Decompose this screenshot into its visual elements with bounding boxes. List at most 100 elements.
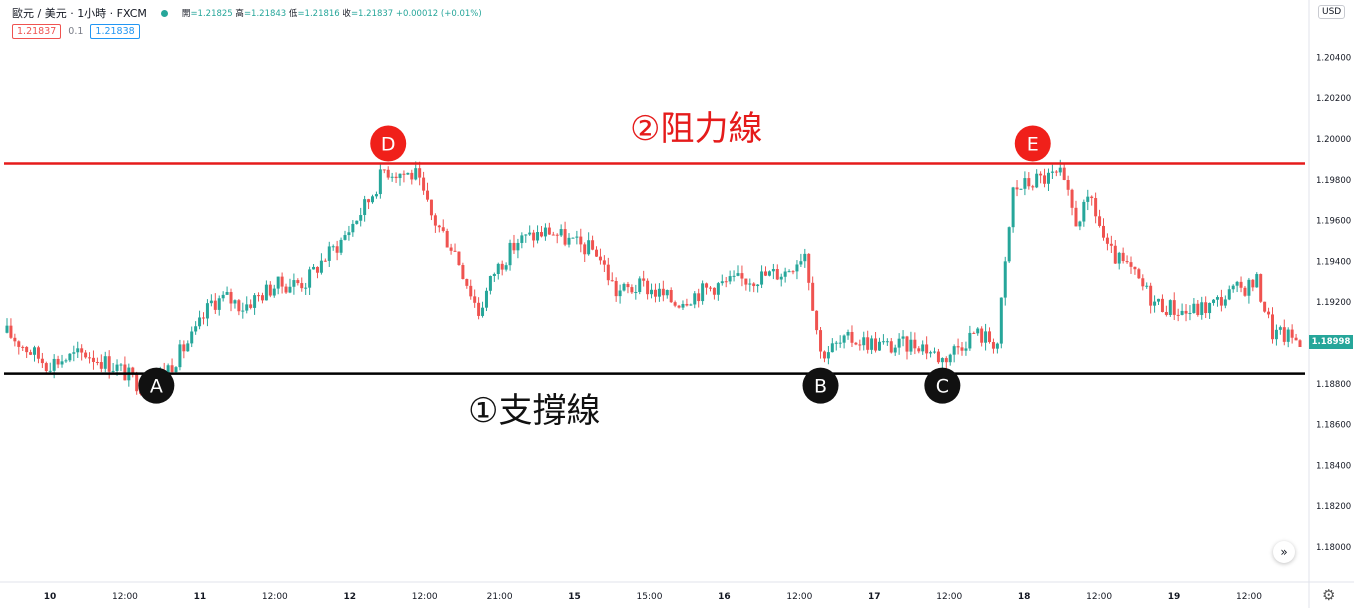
candle-body — [536, 232, 540, 241]
time-axis[interactable]: 10 12:00 11 12:00 12 12:00 21:00 15 15:00 16 12:00… — [44, 592, 1263, 602]
candle-body — [386, 169, 390, 178]
time-tick-label: 12:00 — [112, 592, 138, 602]
candle-body — [701, 283, 705, 302]
candle-body — [296, 280, 300, 284]
low-label: 低 — [288, 9, 298, 19]
candle-body — [1121, 252, 1125, 262]
candle-body — [394, 176, 398, 179]
candle-body — [72, 352, 76, 354]
candle-body — [488, 276, 492, 291]
candle-body — [437, 225, 441, 228]
candle-body — [685, 303, 689, 306]
candle-body — [858, 344, 862, 346]
candle-body — [791, 271, 795, 273]
candle-body — [716, 283, 720, 295]
candle-body — [233, 300, 237, 304]
candle-body — [253, 295, 257, 308]
candle-body — [602, 260, 606, 265]
candle-body — [402, 173, 406, 175]
candle-body — [213, 300, 217, 310]
candle-body — [190, 331, 194, 344]
high-label: 高 — [235, 9, 244, 19]
candle-body — [84, 352, 88, 358]
candle-body — [756, 284, 760, 287]
candle-body — [88, 357, 92, 359]
candle-body — [406, 172, 410, 175]
candle-body — [563, 229, 567, 245]
candle-body — [292, 280, 296, 287]
candle-body — [708, 287, 712, 289]
candle-body — [351, 223, 355, 233]
marker-c: C — [924, 367, 961, 404]
candle-body — [300, 283, 304, 289]
candle-body — [68, 353, 72, 361]
candle-body — [418, 168, 422, 178]
candle-body — [638, 278, 642, 293]
time-tick-label: 12:00 — [786, 592, 812, 602]
time-tick-label: 12:00 — [1086, 592, 1112, 602]
candle-body — [433, 215, 437, 226]
candle-body — [1043, 175, 1047, 184]
candle-body — [571, 237, 575, 239]
time-tick-label: 19 — [1168, 592, 1181, 602]
candle-body — [178, 344, 182, 368]
candle-body — [567, 237, 571, 245]
candle-body — [469, 285, 473, 297]
candle-body — [119, 364, 123, 366]
scroll-to-realtime-icon[interactable]: » — [1273, 541, 1295, 563]
candle-body — [1274, 329, 1278, 340]
candle-body — [575, 236, 579, 238]
candle-body — [555, 234, 559, 236]
sell-button[interactable]: 1.21837 — [12, 24, 62, 39]
candle-body — [893, 347, 897, 353]
marker-circle — [802, 367, 839, 404]
candle-body — [630, 287, 634, 293]
candle-body — [1263, 301, 1267, 312]
candle-body — [1204, 302, 1208, 314]
candle-body — [921, 344, 925, 352]
candle-body — [481, 307, 485, 316]
candle-body — [874, 338, 878, 351]
settings-gear-icon[interactable]: ⚙ — [1322, 586, 1336, 604]
candle-body — [775, 268, 779, 280]
marker-circle — [1014, 125, 1051, 162]
buy-button[interactable]: 1.21838 — [90, 24, 140, 39]
candle-body — [308, 269, 312, 288]
candle-body — [441, 227, 445, 231]
price-tick-label: 1.18200 — [1316, 502, 1351, 512]
candle-body — [1290, 329, 1294, 338]
candle-body — [583, 244, 587, 255]
candle-body — [720, 281, 724, 284]
candle-body — [846, 331, 850, 336]
candle-body — [724, 281, 728, 283]
candle-body — [1027, 178, 1031, 187]
candle-body — [319, 260, 323, 273]
time-tick-label: 12 — [343, 592, 356, 602]
candle-body — [398, 173, 402, 179]
candle-body — [547, 227, 551, 235]
candle-body — [56, 358, 60, 365]
candle-body — [520, 235, 524, 243]
candle-body — [712, 287, 716, 295]
candle-body — [25, 346, 29, 353]
candle-body — [1176, 314, 1180, 316]
time-tick-label: 18 — [1018, 592, 1031, 602]
candle-body — [642, 278, 646, 281]
candle-body — [877, 341, 881, 351]
candle-body — [1192, 303, 1196, 313]
trade-buttons: 1.21837 0.1 1.21838 — [12, 24, 140, 39]
candle-body — [862, 337, 866, 346]
candle-body — [1212, 299, 1216, 303]
candle-body — [968, 332, 972, 349]
open-label: 開 — [181, 9, 191, 19]
candle-body — [288, 286, 292, 293]
candle-body — [492, 273, 496, 277]
currency-button[interactable]: USD — [1318, 5, 1346, 19]
symbol-title[interactable]: 歐元 / 美元 · 1小時 · FXCM — [12, 7, 147, 20]
candle-body — [205, 303, 209, 319]
candle-body — [245, 304, 249, 311]
marker-label: A — [150, 376, 163, 398]
price-axis[interactable]: 1.180001.182001.184001.186001.188001.190… — [1316, 53, 1351, 553]
candle-body — [1184, 310, 1188, 314]
